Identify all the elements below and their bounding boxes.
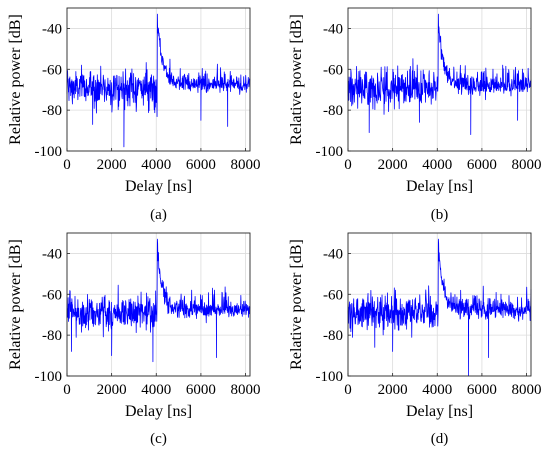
x-tick-label: 8000 [231, 157, 261, 173]
x-axis-label: Delay [ns] [125, 178, 192, 195]
y-tick-label: -60 [323, 287, 343, 303]
x-tick-label: 4000 [141, 157, 171, 173]
x-axis-label: Delay [ns] [406, 403, 473, 420]
y-tick-label: -60 [323, 62, 343, 78]
x-tick-label: 4000 [422, 382, 452, 398]
x-tick-label: 0 [344, 157, 352, 173]
y-tick-label: -60 [42, 62, 62, 78]
subplot-caption: (c) [150, 431, 167, 447]
y-tick-label: -100 [316, 144, 344, 160]
x-tick-label: 8000 [512, 382, 542, 398]
y-tick-label: -100 [35, 144, 63, 160]
y-tick-label: -80 [42, 328, 62, 344]
subplot-caption: (d) [431, 431, 449, 447]
y-tick-label: -100 [316, 369, 344, 385]
x-tick-label: 2000 [97, 382, 127, 398]
subplot-caption: (b) [431, 207, 449, 223]
x-axis-label: Delay [ns] [125, 403, 192, 420]
y-tick-label: -80 [323, 103, 343, 119]
x-tick-label: 8000 [231, 382, 261, 398]
x-tick-label: 6000 [186, 157, 216, 173]
y-tick-label: -40 [323, 246, 343, 262]
subplot-d: 0 2000 4000 6000 8000 -40 -60 -80 -100 Delay [ns]… [288, 233, 542, 447]
y-axis-label: Relative power [dB] [288, 239, 305, 370]
x-axis-label: Delay [ns] [406, 178, 473, 195]
subplot-c: 0 2000 4000 6000 8000 -40 -60 -80 -100 Delay [ns]… [7, 233, 261, 447]
y-tick-label: -40 [323, 21, 343, 37]
x-tick-label: 2000 [97, 157, 127, 173]
y-tick-label: -40 [42, 246, 62, 262]
y-tick-label: -80 [323, 328, 343, 344]
y-tick-label: -60 [42, 287, 62, 303]
y-axis-label: Relative power [dB] [7, 239, 24, 370]
y-tick-label: -40 [42, 21, 62, 37]
y-axis-label: Relative power [dB] [7, 14, 24, 145]
y-tick-label: -80 [42, 103, 62, 119]
x-tick-label: 8000 [512, 157, 542, 173]
subplot-b: 0 2000 4000 6000 8000 -40 -60 -80 -100 Delay [ns]… [288, 8, 542, 223]
subplot-a: 0 2000 4000 6000 8000 -40 -60 -80 -100 Delay [ns]… [7, 8, 261, 223]
x-tick-label: 2000 [378, 382, 408, 398]
x-tick-label: 2000 [378, 157, 408, 173]
subplot-caption: (a) [150, 207, 167, 223]
x-tick-label: 4000 [141, 382, 171, 398]
y-axis-label: Relative power [dB] [288, 14, 305, 145]
x-tick-label: 0 [344, 382, 352, 398]
y-tick-label: -100 [35, 369, 63, 385]
x-tick-label: 6000 [467, 382, 497, 398]
x-tick-label: 4000 [422, 157, 452, 173]
x-tick-label: 6000 [467, 157, 497, 173]
x-tick-label: 0 [63, 382, 71, 398]
x-tick-label: 0 [63, 157, 71, 173]
x-tick-label: 6000 [186, 382, 216, 398]
